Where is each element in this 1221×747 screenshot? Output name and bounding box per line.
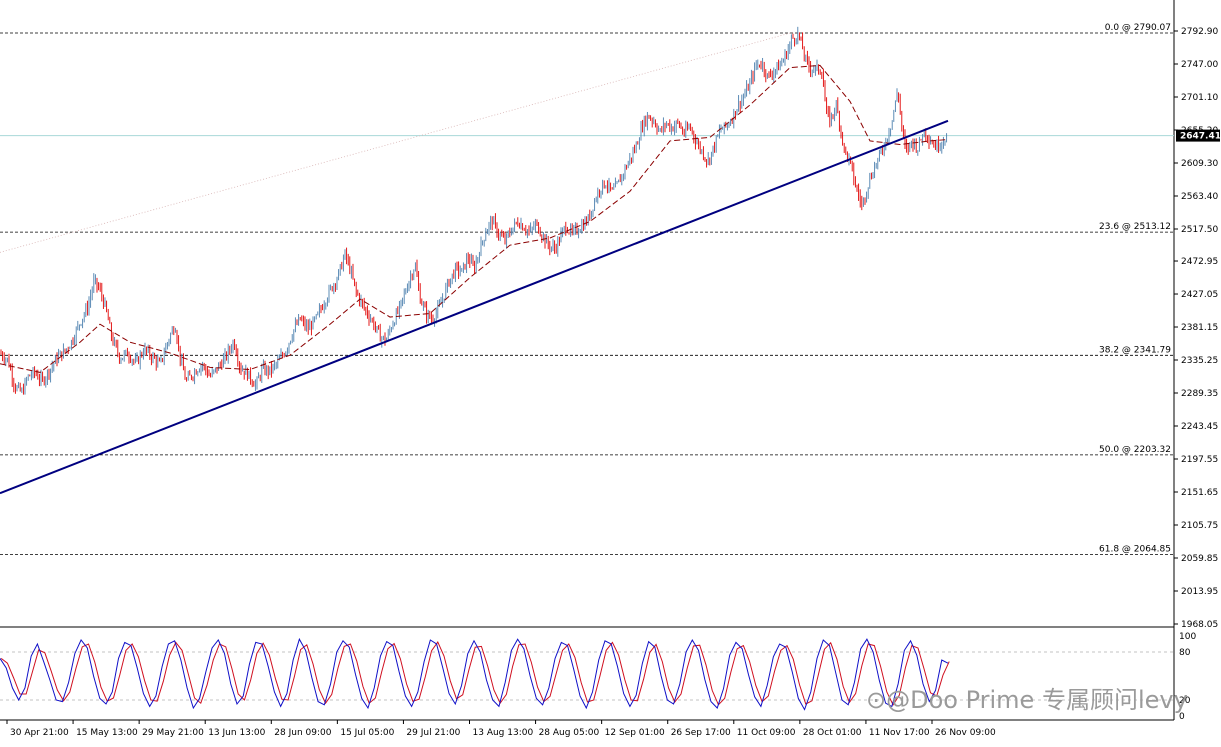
x-tick-label: 30 Apr 21:00 bbox=[10, 728, 69, 738]
y-tick-label: 2335.25 bbox=[1181, 356, 1218, 366]
x-tick-label: 28 Oct 01:00 bbox=[803, 728, 862, 738]
oscillator-main-line bbox=[0, 637, 949, 711]
fib-level-label: 23.6 @ 2513.12 bbox=[1099, 222, 1171, 232]
current-price-label: 2647.41 bbox=[1180, 132, 1221, 142]
support-trendline bbox=[0, 119, 949, 495]
x-tick-label: 28 Jun 09:00 bbox=[274, 728, 331, 738]
oscillator-level-label: 20 bbox=[1179, 696, 1191, 706]
oscillator-level-label: 0 bbox=[1179, 712, 1185, 722]
x-tick-label: 12 Sep 01:00 bbox=[605, 728, 665, 738]
y-tick-label: 2472.95 bbox=[1181, 257, 1218, 267]
y-tick-label: 2563.40 bbox=[1181, 192, 1218, 202]
x-tick-label: 29 May 21:00 bbox=[142, 728, 204, 738]
y-tick-label: 2609.30 bbox=[1181, 159, 1218, 169]
y-tick-label: 2701.10 bbox=[1181, 93, 1218, 103]
y-tick-label: 2151.65 bbox=[1181, 488, 1218, 498]
x-tick-label: 15 Jul 05:00 bbox=[340, 728, 394, 738]
current-price-tag bbox=[1176, 129, 1220, 142]
y-tick-label: 2427.05 bbox=[1181, 290, 1218, 300]
x-tick-label: 26 Nov 09:00 bbox=[935, 728, 996, 738]
y-tick-label: 1968.05 bbox=[1181, 620, 1218, 630]
fib-level-label: 38.2 @ 2341.79 bbox=[1099, 345, 1171, 355]
x-tick-label: 13 Aug 13:00 bbox=[473, 728, 534, 738]
price-axis: 2792.902747.002701.102655.202609.302563.… bbox=[1174, 27, 1221, 630]
fib-level-label: 0.0 @ 2790.07 bbox=[1105, 23, 1171, 33]
x-tick-label: 29 Jul 21:00 bbox=[406, 728, 460, 738]
oscillator-signal-line bbox=[0, 640, 950, 706]
y-tick-label: 2289.35 bbox=[1181, 389, 1218, 399]
fib-level-label: 50.0 @ 2203.32 bbox=[1099, 445, 1171, 455]
y-tick-label: 2747.00 bbox=[1181, 60, 1218, 70]
oscillator-panel: 100 80 20 0 bbox=[0, 632, 1196, 722]
x-tick-label: 26 Sep 17:00 bbox=[671, 728, 731, 738]
time-axis: 30 Apr 21:00 15 May 13:00 29 May 21:00 13 J… bbox=[6, 720, 996, 738]
faint-trendline bbox=[0, 31, 796, 253]
x-tick-label: 11 Oct 09:00 bbox=[737, 728, 796, 738]
y-tick-label: 2197.55 bbox=[1181, 455, 1218, 465]
moving-average-line bbox=[0, 64, 949, 373]
main-price-panel: 0.0 @ 2790.07 23.6 @ 2513.12 38.2 @ 2341.7… bbox=[0, 0, 1175, 721]
y-tick-label: 2059.85 bbox=[1181, 554, 1218, 564]
y-tick-label: 2105.75 bbox=[1181, 521, 1218, 531]
x-tick-label: 13 Jun 13:00 bbox=[208, 728, 265, 738]
watermark-text: ⊙@Doo Prime 专属顾问levy bbox=[866, 686, 1188, 714]
x-tick-label: 15 May 13:00 bbox=[76, 728, 138, 738]
fib-level-label: 61.8 @ 2064.85 bbox=[1099, 544, 1171, 554]
y-tick-label: 2792.90 bbox=[1181, 27, 1218, 37]
x-tick-label: 28 Aug 05:00 bbox=[539, 728, 600, 738]
y-tick-label: 2517.50 bbox=[1181, 225, 1218, 235]
y-tick-label: 2243.45 bbox=[1181, 422, 1218, 432]
y-tick-label: 2381.15 bbox=[1181, 323, 1218, 333]
oscillator-level-label: 100 bbox=[1179, 632, 1196, 642]
y-tick-label: 2013.95 bbox=[1181, 587, 1218, 597]
candles-group bbox=[0, 26, 948, 395]
oscillator-level-label: 80 bbox=[1179, 648, 1191, 658]
x-tick-label: 11 Nov 17:00 bbox=[869, 728, 930, 738]
